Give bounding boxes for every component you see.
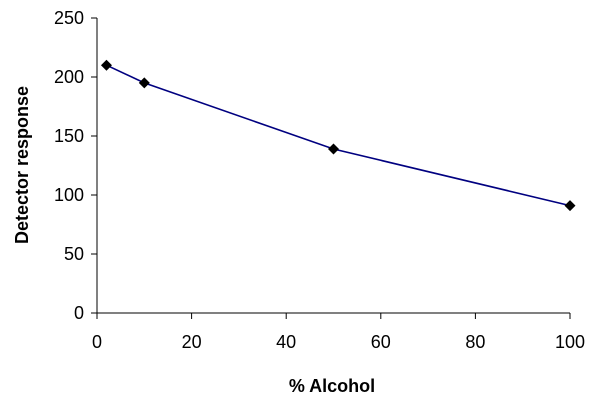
x-tick-label: 20 [182,332,202,352]
y-axis-title: Detector response [12,86,32,244]
x-tick-label: 0 [92,332,102,352]
x-axis-title: % Alcohol [289,376,375,396]
x-tick-label: 100 [555,332,585,352]
data-point-marker [564,200,576,212]
y-tick-label: 150 [54,126,84,146]
y-tick-label: 0 [74,303,84,323]
y-axis-ticks: 0 50 100 150 200 250 [54,8,97,323]
data-point-marker [328,143,339,155]
series-layer [100,59,576,212]
y-tick-label: 200 [54,67,84,87]
data-point-marker [138,77,150,89]
x-tick-label: 40 [276,332,296,352]
x-tick-label: 60 [371,332,391,352]
y-tick-label: 100 [54,185,84,205]
y-tick-label: 250 [54,8,84,28]
data-point-marker [100,59,112,71]
axes [96,18,570,314]
series-line [106,64,571,207]
x-tick-label: 80 [465,332,485,352]
x-axis-ticks: 0 20 40 60 80 100 [92,313,585,352]
y-tick-label: 50 [64,244,84,264]
